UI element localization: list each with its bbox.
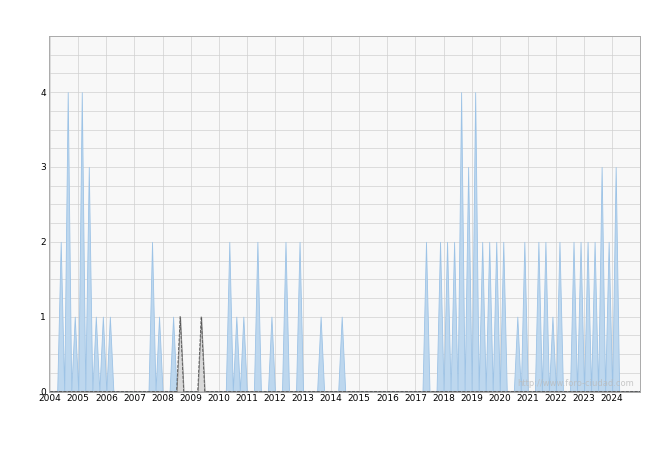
Text: http://www.foro-ciudad.com: http://www.foro-ciudad.com: [517, 379, 634, 388]
Text: Bohonal de Ibor - Evolucion del Nº de Transacciones Inmobiliarias: Bohonal de Ibor - Evolucion del Nº de Tr…: [107, 10, 543, 22]
